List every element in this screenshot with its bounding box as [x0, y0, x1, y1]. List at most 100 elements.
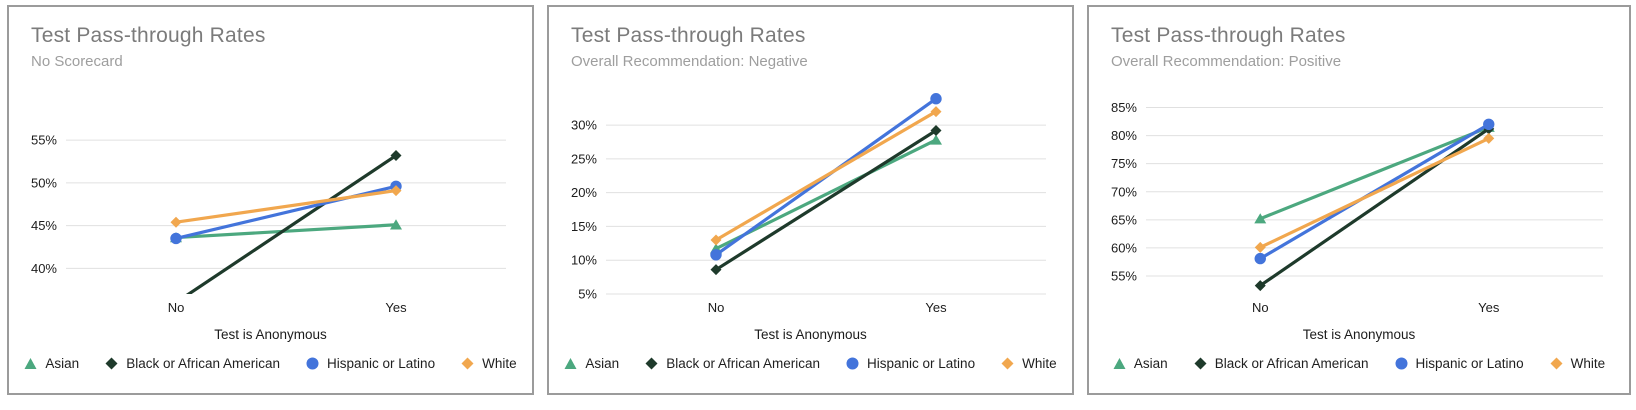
data-point-white[interactable] — [1254, 241, 1266, 253]
x-category-label: No — [708, 300, 725, 315]
series-line-white — [715, 110, 937, 242]
series-line-black-or-african-american — [1259, 127, 1490, 287]
legend-item-white: White — [1001, 356, 1057, 371]
y-tick-label: 30% — [571, 118, 597, 133]
legend-label: White — [1022, 356, 1057, 371]
chart-panel-recommendation-positive: Test Pass-through Rates Overall Recommen… — [1087, 5, 1631, 395]
y-tick-label: 55% — [31, 133, 57, 148]
legend-item-white: White — [1550, 356, 1606, 371]
legend-label: Hispanic or Latino — [327, 356, 436, 371]
data-point-white[interactable] — [1483, 132, 1495, 144]
data-point-hispanic-or-latino[interactable] — [930, 93, 942, 105]
y-tick-label: 60% — [1111, 240, 1137, 255]
x-axis-title: Test is Anonymous — [1302, 327, 1416, 342]
legend-label: Black or African American — [1214, 356, 1369, 371]
legend-marker-circle-icon — [1395, 357, 1408, 370]
legend-item-hispanic-or-latino: Hispanic or Latino — [1395, 356, 1524, 371]
data-point-asian[interactable] — [390, 219, 402, 230]
y-tick-label: 50% — [31, 175, 57, 190]
legend-item-black-or-african-american: Black or African American — [1194, 356, 1369, 371]
x-category-label: No — [1252, 300, 1269, 315]
slope-chart: 5% 10% 15% 20% 25% 30% No Yes — [571, 93, 1046, 315]
legend-label: Hispanic or Latino — [1415, 356, 1524, 371]
chart-panel-recommendation-negative: Test Pass-through Rates Overall Recommen… — [547, 5, 1074, 395]
data-point-hispanic-or-latino[interactable] — [170, 232, 182, 245]
legend-item-white: White — [461, 356, 517, 371]
series-line-asian — [175, 223, 397, 240]
data-point-white[interactable] — [710, 234, 722, 246]
legend-item-hispanic-or-latino: Hispanic or Latino — [306, 356, 435, 371]
legend-label: Asian — [585, 356, 620, 371]
data-point-black-or-african-american[interactable] — [390, 150, 402, 162]
chart-subtitle: Overall Recommendation: Positive — [1111, 53, 1342, 70]
series-line-asian — [1259, 125, 1490, 221]
legend-marker-diamond-icon — [461, 357, 474, 370]
legend-item-asian: Asian — [564, 356, 619, 371]
legend-label: Black or African American — [126, 356, 281, 371]
chart-title: Test Pass-through Rates — [571, 24, 806, 47]
legend-marker-diamond-icon — [1001, 357, 1014, 370]
legend-item-asian: Asian — [1113, 356, 1168, 371]
legend-label: Hispanic or Latino — [867, 356, 976, 371]
legend-label: Black or African American — [666, 356, 821, 371]
chart-legend: Asian Black or African American Hispanic o… — [9, 356, 532, 371]
slope-chart: 55% 60% 65% 70% 75% 80% 85% No Yes — [1111, 100, 1603, 315]
series-line-black-or-african-american — [715, 129, 937, 272]
data-point-asian[interactable] — [1254, 213, 1267, 224]
data-point-hispanic-or-latino[interactable] — [1254, 252, 1266, 265]
legend-marker-diamond-icon — [1550, 357, 1563, 370]
chart-subtitle: Overall Recommendation: Negative — [571, 53, 808, 70]
legend-label: White — [482, 356, 517, 371]
y-tick-label: 70% — [1111, 184, 1137, 199]
legend-marker-circle-icon — [306, 357, 319, 370]
legend-item-hispanic-or-latino: Hispanic or Latino — [846, 356, 975, 371]
legend-marker-diamond-icon — [105, 357, 118, 370]
legend-label: Asian — [45, 356, 80, 371]
legend-item-asian: Asian — [24, 356, 79, 371]
chart-title: Test Pass-through Rates — [1111, 24, 1346, 47]
chart-header: Test Pass-through Rates No Scorecard — [9, 7, 532, 70]
y-tick-label: 75% — [1111, 156, 1137, 171]
data-point-asian[interactable] — [930, 134, 942, 145]
x-category-label: Yes — [385, 300, 407, 315]
chart-legend: Asian Black or African American Hispanic o… — [549, 356, 1072, 371]
chart-header: Test Pass-through Rates Overall Recommen… — [1089, 7, 1629, 70]
data-point-black-or-african-american[interactable] — [710, 264, 722, 276]
data-point-black-or-african-american[interactable] — [1254, 280, 1266, 292]
y-tick-label: 10% — [571, 253, 597, 268]
data-point-white[interactable] — [390, 185, 402, 197]
legend-item-black-or-african-american: Black or African American — [105, 356, 280, 371]
series-line-white — [175, 188, 397, 224]
legend-marker-diamond-icon — [1194, 357, 1207, 370]
legend-marker-circle-icon — [846, 357, 859, 370]
y-tick-label: 55% — [1111, 269, 1137, 284]
legend-marker-triangle-icon — [564, 358, 577, 369]
y-tick-label: 15% — [571, 219, 597, 234]
legend-label: White — [1570, 356, 1606, 371]
y-tick-label: 40% — [31, 261, 57, 276]
x-category-label: No — [168, 300, 185, 315]
y-tick-label: 5% — [578, 287, 597, 302]
chart-header: Test Pass-through Rates Overall Recommen… — [549, 7, 1072, 70]
y-tick-label: 80% — [1111, 128, 1137, 143]
x-category-label: Yes — [925, 300, 947, 315]
data-point-hispanic-or-latino[interactable] — [1483, 118, 1495, 131]
data-point-black-or-african-american[interactable] — [930, 124, 942, 136]
x-axis-title: Test is Anonymous — [214, 327, 327, 342]
legend-marker-triangle-icon — [1113, 358, 1126, 369]
chart-legend: Asian Black or African American Hispanic o… — [1089, 356, 1629, 371]
chart-panel-no-scorecard: Test Pass-through Rates No Scorecard 40%… — [7, 5, 534, 395]
data-point-white[interactable] — [170, 216, 182, 228]
x-axis-title: Test is Anonymous — [754, 327, 867, 342]
data-point-white[interactable] — [930, 106, 942, 118]
y-tick-label: 25% — [571, 151, 597, 166]
charts-dashboard: Test Pass-through Rates No Scorecard 40%… — [7, 5, 1631, 395]
chart-subtitle: No Scorecard — [31, 53, 123, 70]
legend-label: Asian — [1133, 356, 1168, 371]
y-tick-label: 45% — [31, 218, 57, 233]
legend-item-black-or-african-american: Black or African American — [645, 356, 820, 371]
legend-marker-triangle-icon — [24, 358, 37, 369]
y-tick-label: 65% — [1111, 212, 1137, 227]
data-point-hispanic-or-latino[interactable] — [710, 249, 722, 261]
series-line-black-or-african-american — [185, 154, 397, 294]
